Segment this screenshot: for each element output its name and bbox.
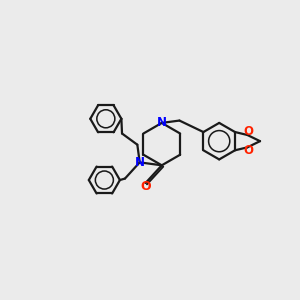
- Text: N: N: [135, 156, 145, 169]
- Text: O: O: [244, 125, 254, 138]
- Text: O: O: [244, 144, 254, 158]
- Text: O: O: [140, 180, 151, 193]
- Text: N: N: [157, 116, 167, 129]
